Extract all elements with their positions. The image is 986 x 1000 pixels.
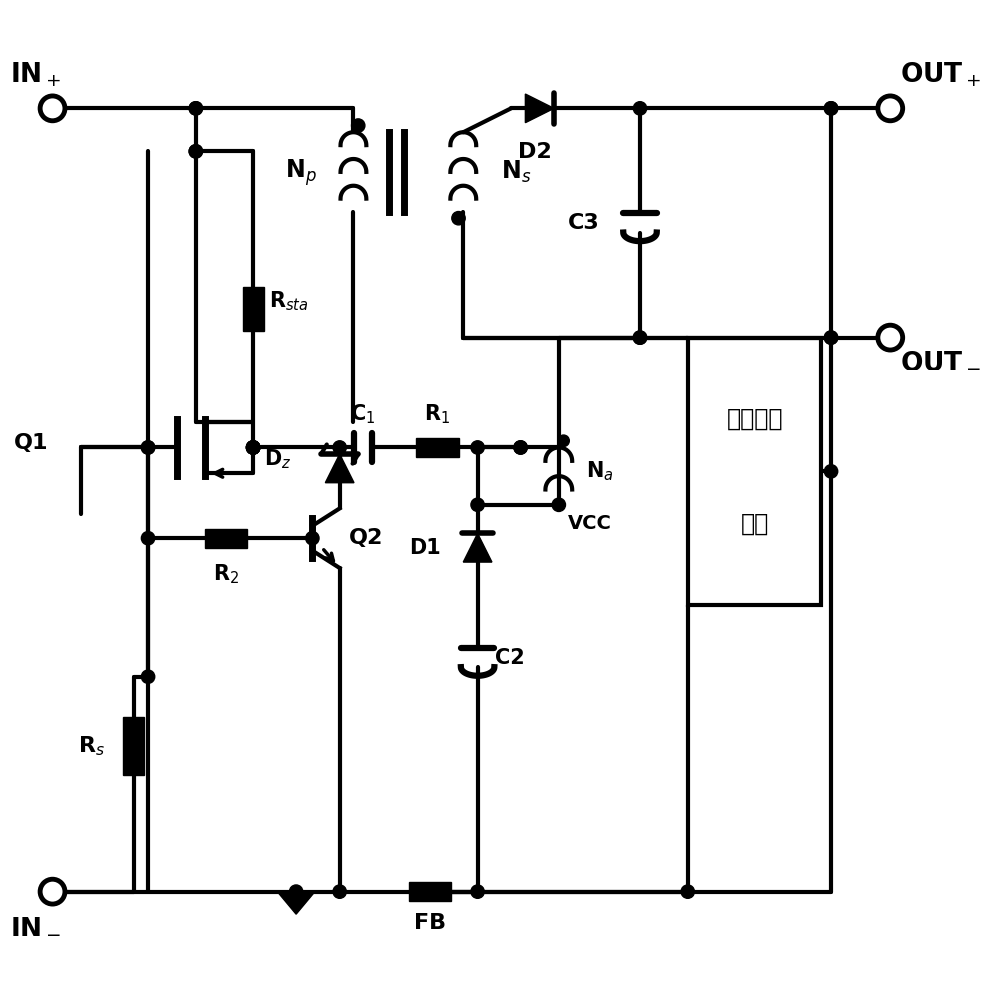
Circle shape [141,670,155,683]
Bar [205,529,247,548]
Text: D$_z$: D$_z$ [264,447,292,471]
Text: R$_1$: R$_1$ [424,403,451,426]
Circle shape [141,532,155,545]
Bar [408,882,451,901]
Circle shape [189,145,202,158]
Circle shape [551,498,565,511]
Circle shape [823,331,837,344]
Polygon shape [325,454,354,483]
Text: FB: FB [413,913,446,933]
Text: VCC: VCC [568,514,611,533]
Circle shape [823,102,837,115]
Text: R$_s$: R$_s$ [78,734,105,758]
Circle shape [246,441,259,454]
Polygon shape [279,894,313,914]
Circle shape [557,435,569,447]
Circle shape [823,331,837,344]
Circle shape [514,441,527,454]
Circle shape [470,885,484,898]
Circle shape [823,102,837,115]
Circle shape [289,885,303,898]
Circle shape [470,441,484,454]
Circle shape [633,331,646,344]
Text: IN$_-$: IN$_-$ [10,913,61,939]
Text: IN$_+$: IN$_+$ [10,61,61,89]
Circle shape [514,441,527,454]
Text: 网络: 网络 [740,512,768,536]
Circle shape [189,145,202,158]
Circle shape [246,441,259,454]
Circle shape [246,441,259,454]
Circle shape [633,102,646,115]
Polygon shape [525,94,553,123]
Text: R$_{sta}$: R$_{sta}$ [269,290,309,313]
Text: 隔离反馈: 隔离反馈 [726,407,782,431]
Polygon shape [462,533,491,562]
Circle shape [633,331,646,344]
Circle shape [246,441,259,454]
Text: Q1: Q1 [15,433,48,453]
Circle shape [452,212,464,225]
Circle shape [189,102,202,115]
Circle shape [680,885,694,898]
Bar [687,338,820,605]
Text: Q2: Q2 [349,528,384,548]
Text: N$_s$: N$_s$ [500,159,530,185]
Circle shape [470,498,484,511]
Circle shape [351,119,365,132]
Circle shape [306,532,318,545]
Circle shape [141,441,155,454]
Text: N$_p$: N$_p$ [285,157,317,188]
Circle shape [332,441,346,454]
Circle shape [246,441,259,454]
Text: OUT$_-$: OUT$_-$ [899,347,980,373]
Bar [123,717,144,775]
Text: C2: C2 [494,648,524,668]
Circle shape [823,465,837,478]
Text: R$_2$: R$_2$ [213,562,240,586]
Circle shape [141,441,155,454]
Text: D2: D2 [518,142,551,162]
Bar [416,438,458,457]
Bar [243,287,263,331]
Text: N$_a$: N$_a$ [585,460,612,483]
Text: D1: D1 [409,538,441,558]
Circle shape [332,885,346,898]
Text: C$_1$: C$_1$ [350,403,376,426]
Text: C3: C3 [568,213,599,233]
Circle shape [189,102,202,115]
Text: OUT$_+$: OUT$_+$ [899,61,980,89]
